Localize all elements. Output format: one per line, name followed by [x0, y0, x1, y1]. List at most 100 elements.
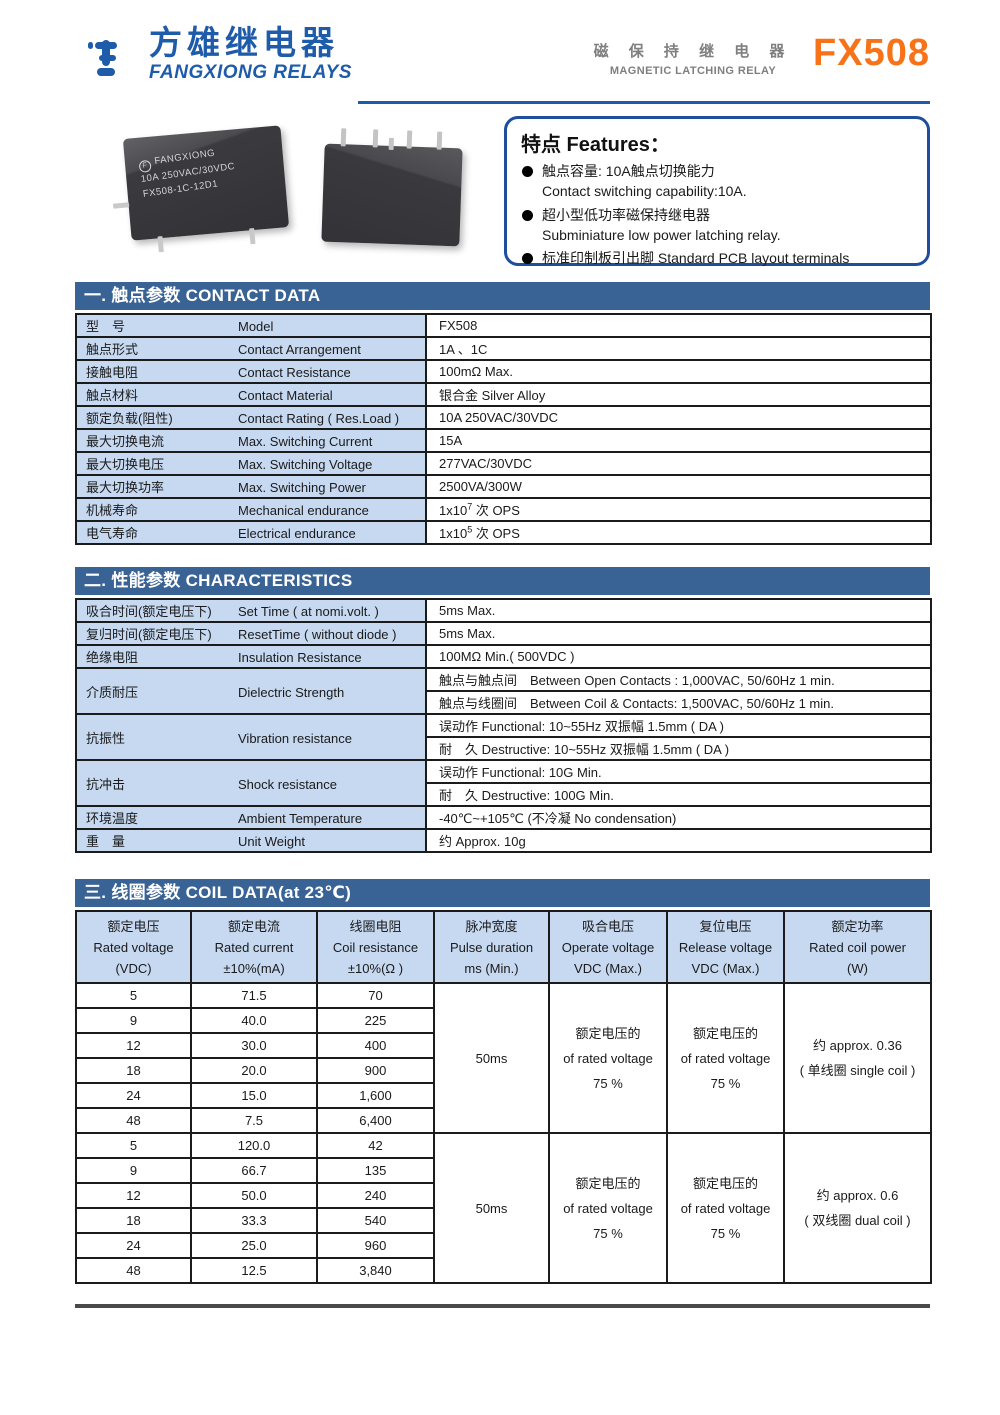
cell: 12 [75, 1182, 192, 1209]
column-header: 脉冲宽度 Pulse duration ms (Min.) [433, 910, 550, 984]
table-row: 机械寿命 Mechanical endurance 1x107 次 OPS [75, 497, 932, 522]
column-header: 复位电压 Release voltage VDC (Max.) [666, 910, 785, 984]
row-label-en: ResetTime ( without diode ) [238, 627, 397, 642]
cell: 540 [316, 1207, 435, 1234]
row-value: 约 Approx. 10g [425, 828, 932, 853]
row-subvalue: 触点与触点间 Between Open Contacts : 1,000VAC,… [425, 667, 932, 692]
cell: 24 [75, 1082, 192, 1109]
cell: 66.7 [190, 1157, 318, 1184]
row-label-cn: 抗冲击 [86, 776, 126, 792]
table-row: 18 20.0 900 [75, 1057, 931, 1084]
row-label-cn: 吸合时间(额定电压下) [86, 604, 212, 619]
row-value: 1x107 次 OPS [425, 497, 932, 522]
cell: 9 [75, 1157, 192, 1184]
product-photos: F FANGXIONG 10A 250VAC/30VDC FX508-1C-12D… [75, 116, 485, 266]
relay-pin [388, 137, 394, 151]
row-value: 10A 250VAC/30VDC [425, 405, 932, 430]
row-value: FX508 [425, 313, 932, 338]
row-label-en: Max. Switching Current [238, 434, 373, 449]
cell: 7.5 [190, 1107, 318, 1134]
cell: 9 [75, 1007, 192, 1034]
row-label-en: Contact Material [238, 388, 333, 403]
coil-data-table: 额定电压 Rated voltage (VDC) 额定电流 Rated current… [75, 910, 932, 1284]
table-row: 复归时间(额定电压下) ResetTime ( without diode ) 5… [75, 621, 932, 646]
row-label-cn: 最大切换功率 [86, 480, 165, 495]
table-row: 5 120.0 42 50ms 额定电压的 of rated voltage 75 … [75, 1132, 932, 1284]
brand-logo: 方雄继电器 FANGXIONG RELAYS [75, 25, 930, 90]
row-label-en: Max. Switching Voltage [238, 457, 373, 472]
relay-pin [249, 227, 256, 245]
release-voltage-cell: 额定电压的 of rated voltage 75 % [666, 982, 785, 1134]
row-label-en: Max. Switching Power [238, 480, 366, 495]
table-row: 18 33.3 540 [75, 1207, 931, 1234]
table-header-row: 额定电压 Rated voltage (VDC) 额定电流 Rated current… [75, 910, 932, 984]
table-row: 12 30.0 400 [75, 1032, 931, 1059]
row-label-cn: 额定负载(阻性) [86, 411, 173, 426]
row-value: 15A [425, 428, 932, 453]
table-row: 额定负载(阻性) Contact Rating ( Res.Load ) 10A … [75, 405, 932, 430]
doc-subtitle: 磁 保 持 继 电 器 MAGNETIC LATCHING RELAY [563, 40, 823, 77]
row-subvalue: 耐 久 Destructive: 10~55Hz 双振幅 1.5mm ( DA … [425, 736, 932, 761]
relay-pin [406, 130, 413, 149]
table-row: 重 量 Unit Weight 约 Approx. 10g [75, 828, 932, 853]
table-row: 最大切换电压 Max. Switching Voltage 277VAC/30VD… [75, 451, 932, 476]
features-title: 特点 Features： [521, 134, 670, 156]
row-label-cn: 绝缘电阻 [86, 650, 139, 665]
row-label-en: Ambient Temperature [238, 811, 363, 826]
cell: 400 [316, 1032, 435, 1059]
row-label-en: Unit Weight [238, 834, 305, 849]
table-row: 耐 久 Destructive: 100G Min. [76, 782, 932, 807]
row-value: 2500VA/300W [425, 474, 932, 499]
column-header: 额定电压 Rated voltage (VDC) [75, 910, 192, 984]
cell: 20.0 [190, 1057, 318, 1084]
feature-item: 触点容量: 10A触点切换能力 Contact switching capabi… [519, 161, 915, 202]
row-value: 5ms Max. [425, 598, 932, 623]
relay-pin [372, 129, 379, 148]
relay-photo-bottom [321, 128, 463, 247]
relay-markings: F FANGXIONG 10A 250VAC/30VDC FX508-1C-12D… [122, 121, 287, 204]
datasheet-page: 方雄继电器 FANGXIONG RELAYS 磁 保 持 继 电 器 MAGNE… [75, 25, 932, 1308]
intro-row: F FANGXIONG 10A 250VAC/30VDC FX508-1C-12D… [75, 116, 930, 266]
row-label-en: Contact Arrangement [238, 342, 361, 357]
feature-text-cn: 标准印制板引出脚 Standard PCB layout terminals [542, 250, 850, 267]
row-label-en: Insulation Resistance [238, 650, 362, 665]
row-value: 5ms Max. [425, 621, 932, 646]
table-row: 48 12.5 3,840 [75, 1257, 931, 1284]
cell: 48 [75, 1107, 192, 1134]
cell: 33.3 [190, 1207, 318, 1234]
column-header: 吸合电压 Operate voltage VDC (Max.) [548, 910, 668, 984]
table-row: 介质耐压 Dielectric Strength 触点与触点间 Between O… [75, 667, 932, 715]
feature-item: 超小型低功率磁保持继电器 Subminiature low power latc… [519, 205, 915, 246]
column-header: 线圈电阻 Coil resistance ±10%(Ω ) [316, 910, 435, 984]
table-row: 最大切换电流 Max. Switching Current 15A [75, 428, 932, 453]
pulse-duration-cell: 50ms [433, 1132, 550, 1284]
row-label-en: Set Time ( at nomi.volt. ) [238, 604, 379, 619]
row-subvalue: 误动作 Functional: 10G Min. [425, 759, 932, 784]
brand-text: 方雄继电器 FANGXIONG RELAYS [149, 25, 352, 84]
feature-text-cn: 触点容量: 10A触点切换能力 [542, 163, 715, 179]
cell: 24 [75, 1232, 192, 1259]
row-label-en: Mechanical endurance [238, 503, 369, 518]
table-row: 触点与线圈间 Between Coil & Contacts: 1,500VAC… [76, 690, 932, 715]
row-label-en: Vibration resistance [238, 730, 352, 746]
cell: 5 [75, 1132, 192, 1159]
relay-pin [340, 128, 347, 147]
pulse-duration-cell: 50ms [433, 982, 550, 1134]
row-label-cn: 最大切换电流 [86, 434, 165, 449]
footer-divider [75, 1304, 930, 1308]
header: 方雄继电器 FANGXIONG RELAYS 磁 保 持 继 电 器 MAGNE… [75, 25, 930, 106]
row-value: -40℃~+105℃ (不冷凝 No condensation) [425, 805, 932, 830]
row-label-cn: 型 号 [86, 319, 126, 334]
operate-voltage-cell: 额定电压的 of rated voltage 75 % [548, 1132, 668, 1284]
model-number: FX508 [813, 32, 930, 74]
row-label-cn: 抗振性 [86, 730, 126, 746]
operate-voltage-cell: 额定电压的 of rated voltage 75 % [548, 982, 668, 1134]
bullet-icon [522, 166, 533, 177]
row-value: 1A 、1C [425, 336, 932, 361]
doc-subtitle-en: MAGNETIC LATCHING RELAY [609, 65, 777, 77]
section-title-contact-data: 一. 触点参数 CONTACT DATA [75, 282, 930, 310]
row-value: 100MΩ Min.( 500VDC ) [425, 644, 932, 669]
cell: 12 [75, 1032, 192, 1059]
table-row: 24 25.0 960 [75, 1232, 931, 1259]
table-row: 环境温度 Ambient Temperature -40℃~+105℃ (不冷凝 … [75, 805, 932, 830]
